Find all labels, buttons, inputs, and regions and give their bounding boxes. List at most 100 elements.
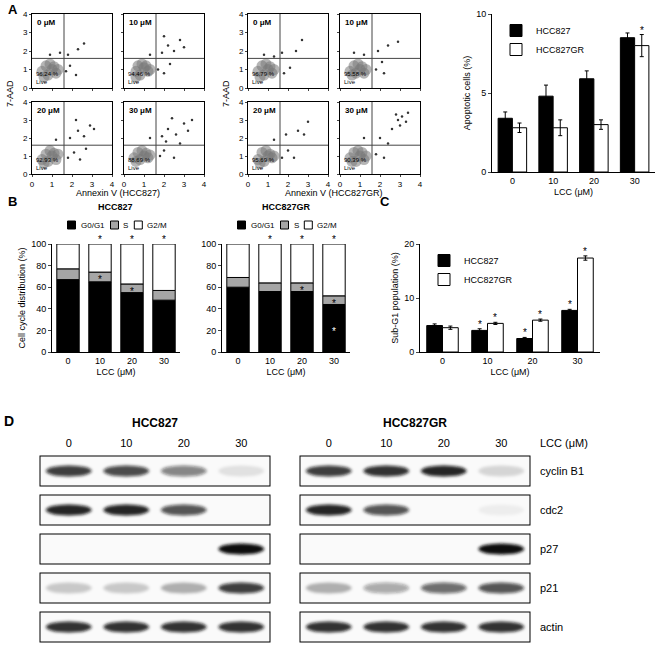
svg-text:*: * [130,286,134,297]
svg-text:4: 4 [418,180,423,189]
svg-text:*: * [583,246,587,257]
svg-text:30: 30 [159,356,169,366]
svg-text:0: 0 [481,167,486,177]
svg-text:0 μM: 0 μM [37,18,56,27]
svg-text:60: 60 [36,282,46,292]
svg-text:3: 3 [23,28,28,37]
svg-text:5: 5 [481,88,486,98]
svg-text:HCC827GR: HCC827GR [262,202,311,212]
svg-text:1: 1 [266,180,271,189]
svg-text:2: 2 [239,47,244,56]
svg-text:*: * [300,285,304,296]
svg-text:A: A [8,2,18,17]
svg-text:30: 30 [630,176,640,186]
svg-text:LCC (μM): LCC (μM) [554,187,593,197]
svg-text:80: 80 [36,261,46,271]
svg-text:D: D [4,413,14,429]
svg-text:10: 10 [95,356,105,366]
svg-text:HCC827GR: HCC827GR [536,45,585,55]
svg-text:20: 20 [404,239,414,249]
svg-text:0: 0 [23,170,28,179]
svg-text:10 μM: 10 μM [129,18,152,27]
svg-text:0: 0 [30,180,35,189]
svg-text:4: 4 [23,98,28,107]
svg-text:80: 80 [206,261,216,271]
svg-text:30 μM: 30 μM [129,106,152,115]
svg-text:3: 3 [239,116,244,125]
svg-text:Apoptotic cells (%): Apoptotic cells (%) [462,56,472,131]
svg-text:2: 2 [70,180,75,189]
svg-text:0: 0 [338,180,343,189]
svg-text:S: S [294,221,299,230]
svg-text:3: 3 [23,116,28,125]
svg-text:10: 10 [265,356,275,366]
svg-text:LCC (μM): LCC (μM) [96,367,135,377]
svg-text:20 μM: 20 μM [37,106,60,115]
svg-text:3: 3 [239,28,244,37]
svg-text:p27: p27 [540,543,558,555]
svg-text:10: 10 [380,437,392,449]
svg-text:0: 0 [246,180,251,189]
svg-text:1: 1 [23,65,28,74]
svg-text:10: 10 [482,356,492,366]
svg-text:90.39 %Live: 90.39 %Live [344,157,367,171]
svg-text:G2/M: G2/M [147,221,167,230]
svg-text:20: 20 [127,356,137,366]
svg-text:Cell cycle distribution (%): Cell cycle distribution (%) [17,247,27,348]
svg-text:2: 2 [239,134,244,143]
svg-text:S: S [123,221,128,230]
svg-text:100: 100 [201,239,216,249]
svg-text:0 μM: 0 μM [253,18,272,27]
svg-text:HCC827GR: HCC827GR [464,275,513,285]
svg-text:2: 2 [23,134,28,143]
svg-text:10: 10 [548,176,558,186]
svg-text:40: 40 [36,304,46,314]
svg-text:96.79 %Live: 96.79 %Live [252,71,275,85]
svg-text:0: 0 [41,347,46,357]
svg-text:*: * [98,234,102,245]
svg-text:G0/G1: G0/G1 [81,221,105,230]
svg-text:10 μM: 10 μM [345,18,368,27]
svg-text:3: 3 [90,180,95,189]
svg-text:2: 2 [23,47,28,56]
svg-text:*: * [332,298,336,309]
svg-text:3: 3 [182,180,187,189]
svg-text:4: 4 [239,98,244,107]
svg-text:40: 40 [206,304,216,314]
svg-text:0: 0 [211,347,216,357]
svg-text:3: 3 [398,180,403,189]
svg-text:*: * [538,309,542,320]
svg-text:0: 0 [66,437,72,449]
svg-text:cyclin B1: cyclin B1 [540,465,584,477]
svg-text:1: 1 [239,152,244,161]
svg-text:4: 4 [202,180,207,189]
svg-text:HCC827: HCC827 [536,26,571,36]
svg-text:100: 100 [31,239,46,249]
svg-text:30: 30 [329,356,339,366]
svg-text:HCC827: HCC827 [98,202,133,212]
svg-text:20: 20 [438,437,450,449]
svg-text:*: * [640,25,644,36]
svg-text:0: 0 [239,170,244,179]
svg-text:10: 10 [476,9,486,19]
svg-text:0: 0 [409,347,414,357]
svg-text:4: 4 [239,10,244,19]
svg-text:G0/G1: G0/G1 [251,221,275,230]
svg-text:1: 1 [142,180,147,189]
svg-text:*: * [130,234,134,245]
svg-text:*: * [523,327,527,338]
svg-text:1: 1 [50,180,55,189]
svg-text:2: 2 [378,180,383,189]
svg-text:95.58 %Live: 95.58 %Live [344,71,367,85]
svg-text:*: * [268,234,272,245]
svg-text:60: 60 [206,282,216,292]
svg-text:Annexin V (HCC827): Annexin V (HCC827) [76,188,160,198]
svg-text:2: 2 [286,180,291,189]
svg-text:88.69 %Live: 88.69 %Live [128,157,151,171]
svg-text:30: 30 [495,437,507,449]
svg-text:0: 0 [65,356,70,366]
svg-text:20: 20 [36,326,46,336]
svg-text:LCC (μM): LCC (μM) [266,367,305,377]
svg-text:0: 0 [239,84,244,93]
svg-text:Sub-G1 population (%): Sub-G1 population (%) [390,252,400,344]
